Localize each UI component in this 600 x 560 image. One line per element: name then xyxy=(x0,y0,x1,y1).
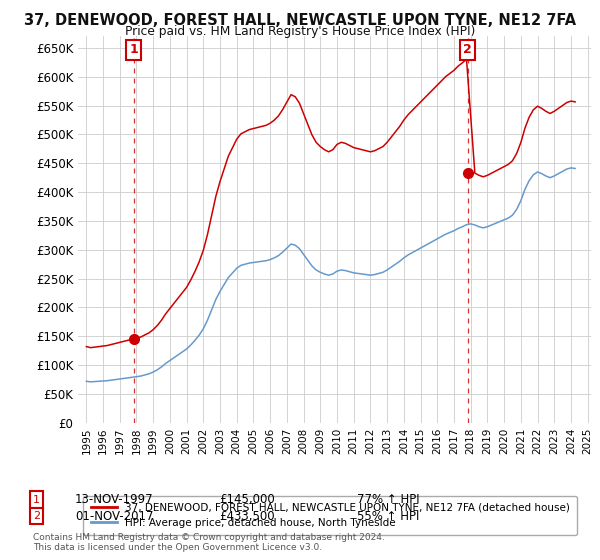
Text: 37, DENEWOOD, FOREST HALL, NEWCASTLE UPON TYNE, NE12 7FA: 37, DENEWOOD, FOREST HALL, NEWCASTLE UPO… xyxy=(24,13,576,28)
Text: 77% ↑ HPI: 77% ↑ HPI xyxy=(357,493,419,506)
Legend: 37, DENEWOOD, FOREST HALL, NEWCASTLE UPON TYNE, NE12 7FA (detached house), HPI: : 37, DENEWOOD, FOREST HALL, NEWCASTLE UPO… xyxy=(83,496,577,535)
Text: 13-NOV-1997: 13-NOV-1997 xyxy=(75,493,154,506)
Text: 55% ↑ HPI: 55% ↑ HPI xyxy=(357,510,419,523)
Text: £433,500: £433,500 xyxy=(219,510,275,523)
Text: 1: 1 xyxy=(33,494,40,505)
Text: 2: 2 xyxy=(33,511,40,521)
Text: 2: 2 xyxy=(463,44,472,57)
Text: £145,000: £145,000 xyxy=(219,493,275,506)
Text: Price paid vs. HM Land Registry's House Price Index (HPI): Price paid vs. HM Land Registry's House … xyxy=(125,25,475,38)
Text: Contains HM Land Registry data © Crown copyright and database right 2024.
This d: Contains HM Land Registry data © Crown c… xyxy=(33,533,385,552)
Text: 1: 1 xyxy=(129,44,138,57)
Text: 01-NOV-2017: 01-NOV-2017 xyxy=(75,510,154,523)
